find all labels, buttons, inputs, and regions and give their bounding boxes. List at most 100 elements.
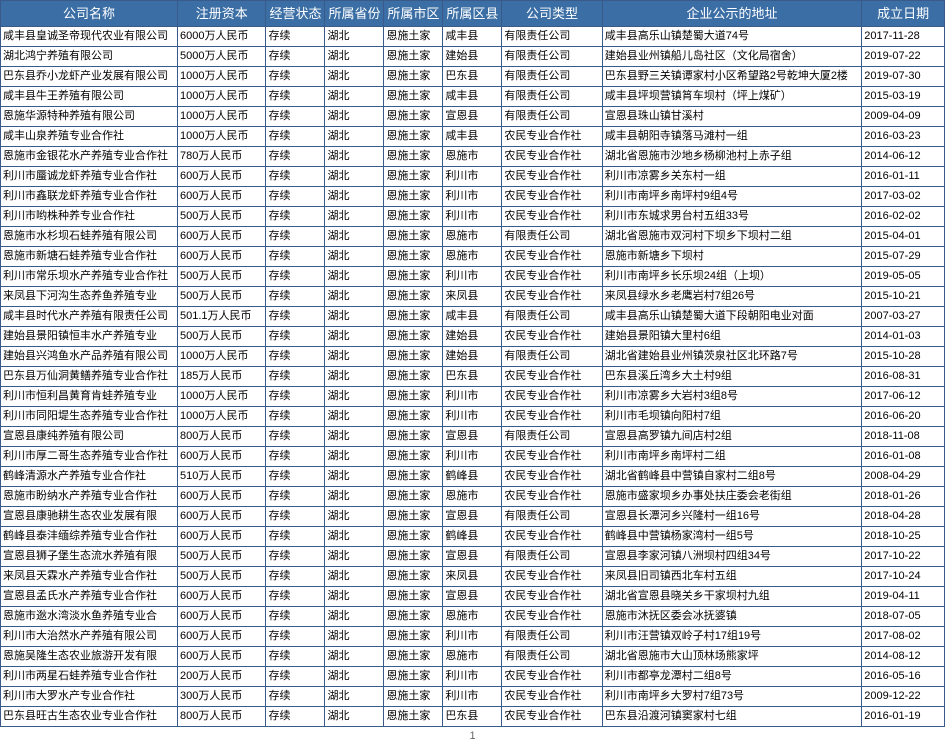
cell: 2015-10-21 [862,287,945,307]
col-header: 企业公示的地址 [602,1,862,27]
cell: 湖北 [325,607,384,627]
cell: 农民专业合作社 [502,167,602,187]
cell: 2017-11-28 [862,27,945,47]
cell: 存续 [266,247,325,267]
cell: 2017-10-22 [862,547,945,567]
cell: 湖北 [325,427,384,447]
cell: 恩施土家 [384,447,443,467]
cell: 有限责任公司 [502,27,602,47]
cell: 利川市东城求男台村五组33号 [602,207,862,227]
cell: 2017-06-12 [862,387,945,407]
cell: 宣恩县 [443,107,502,127]
cell: 宣恩县康纯养殖有限公司 [1,427,178,447]
cell: 利川市南坪乡大罗村7组73号 [602,687,862,707]
cell: 农民专业合作社 [502,247,602,267]
cell: 500万人民币 [177,567,265,587]
cell: 600万人民币 [177,187,265,207]
cell: 咸丰县皇诚圣帝现代农业有限公司 [1,27,178,47]
cell: 湖北 [325,467,384,487]
cell: 2016-08-31 [862,367,945,387]
cell: 2015-07-29 [862,247,945,267]
cell: 利川市 [443,407,502,427]
cell: 800万人民币 [177,427,265,447]
cell: 宣恩县孟氏水产养殖专业合作社 [1,587,178,607]
cell: 600万人民币 [177,487,265,507]
cell: 湖北 [325,107,384,127]
cell: 宣恩县珠山镇甘溪村 [602,107,862,127]
cell: 利川市 [443,187,502,207]
cell: 2018-11-08 [862,427,945,447]
cell: 存续 [266,507,325,527]
cell: 恩施土家 [384,587,443,607]
cell: 恩施土家 [384,267,443,287]
cell: 恩施市新塘乡下坝村 [602,247,862,267]
cell: 恩施土家 [384,707,443,727]
cell: 200万人民币 [177,667,265,687]
cell: 来凤县下河沟生态养鱼养殖专业 [1,287,178,307]
cell: 利川市 [443,387,502,407]
cell: 恩施市新塘石蛙养殖专业合作社 [1,247,178,267]
cell: 鹤峰清源水产养殖专业合作社 [1,467,178,487]
cell: 存续 [266,407,325,427]
cell: 存续 [266,467,325,487]
cell: 农民专业合作社 [502,567,602,587]
cell: 2016-02-02 [862,207,945,227]
cell: 恩施华源特种养殖有限公司 [1,107,178,127]
cell: 500万人民币 [177,287,265,307]
cell: 鹤峰县 [443,467,502,487]
cell: 600万人民币 [177,507,265,527]
cell: 恩施土家 [384,567,443,587]
cell: 恩施土家 [384,27,443,47]
cell: 600万人民币 [177,167,265,187]
cell: 2014-06-12 [862,147,945,167]
table-row: 宣恩县康驰耕生态农业发展有限600万人民币存续湖北恩施土家宣恩县有限责任公司宣恩… [1,507,945,527]
col-header: 注册资本 [177,1,265,27]
cell: 有限责任公司 [502,427,602,447]
cell: 存续 [266,267,325,287]
cell: 来凤县天霖水产养殖专业合作社 [1,567,178,587]
cell: 500万人民币 [177,547,265,567]
cell: 湖北 [325,487,384,507]
cell: 恩施土家 [384,147,443,167]
cell: 恩施土家 [384,367,443,387]
cell: 5000万人民币 [177,47,265,67]
cell: 农民专业合作社 [502,587,602,607]
cell: 1000万人民币 [177,107,265,127]
cell: 有限责任公司 [502,307,602,327]
cell: 恩施土家 [384,387,443,407]
cell: 宣恩县 [443,507,502,527]
cell: 湖北 [325,187,384,207]
table-row: 宣恩县狮子堡生态流水养殖有限500万人民币存续湖北恩施土家宣恩县有限责任公司宣恩… [1,547,945,567]
cell: 咸丰县牛王养殖有限公司 [1,87,178,107]
cell: 鹤峰县 [443,527,502,547]
col-header: 经营状态 [266,1,325,27]
cell: 湖北省宣恩县晓关乡干家坝村九组 [602,587,862,607]
cell: 咸丰县高乐山镇楚蜀大道74号 [602,27,862,47]
cell: 存续 [266,427,325,447]
cell: 恩施土家 [384,127,443,147]
cell: 建始县 [443,47,502,67]
company-table: 公司名称注册资本经营状态所属省份所属市区所属区县公司类型企业公示的地址成立日期 … [0,0,945,746]
table-row: 宣恩县康纯养殖有限公司800万人民币存续湖北恩施土家宣恩县有限责任公司宣恩县高罗… [1,427,945,447]
cell: 农民专业合作社 [502,407,602,427]
cell: 恩施市 [443,147,502,167]
cell: 恩施市逖水湾淡水鱼养殖专业合 [1,607,178,627]
cell: 185万人民币 [177,367,265,387]
cell: 6000万人民币 [177,27,265,47]
cell: 利川市汪营镇双岭子村17组19号 [602,627,862,647]
cell: 存续 [266,667,325,687]
cell: 2017-03-02 [862,187,945,207]
cell: 300万人民币 [177,687,265,707]
cell: 恩施土家 [384,87,443,107]
cell: 农民专业合作社 [502,667,602,687]
cell: 利川市 [443,627,502,647]
cell: 存续 [266,527,325,547]
cell: 恩施土家 [384,187,443,207]
cell: 2019-05-05 [862,267,945,287]
cell: 巴东县 [443,67,502,87]
cell: 来凤县旧司镇西北车村五组 [602,567,862,587]
table-row: 利川市大罗水产专业合作社300万人民币存续湖北恩施土家利川市农民专业合作社利川市… [1,687,945,707]
cell: 农民专业合作社 [502,267,602,287]
cell: 湖北 [325,587,384,607]
table-row: 建始县景阳镇恒丰水产养殖专业500万人民币存续湖北恩施土家建始县农民专业合作社建… [1,327,945,347]
